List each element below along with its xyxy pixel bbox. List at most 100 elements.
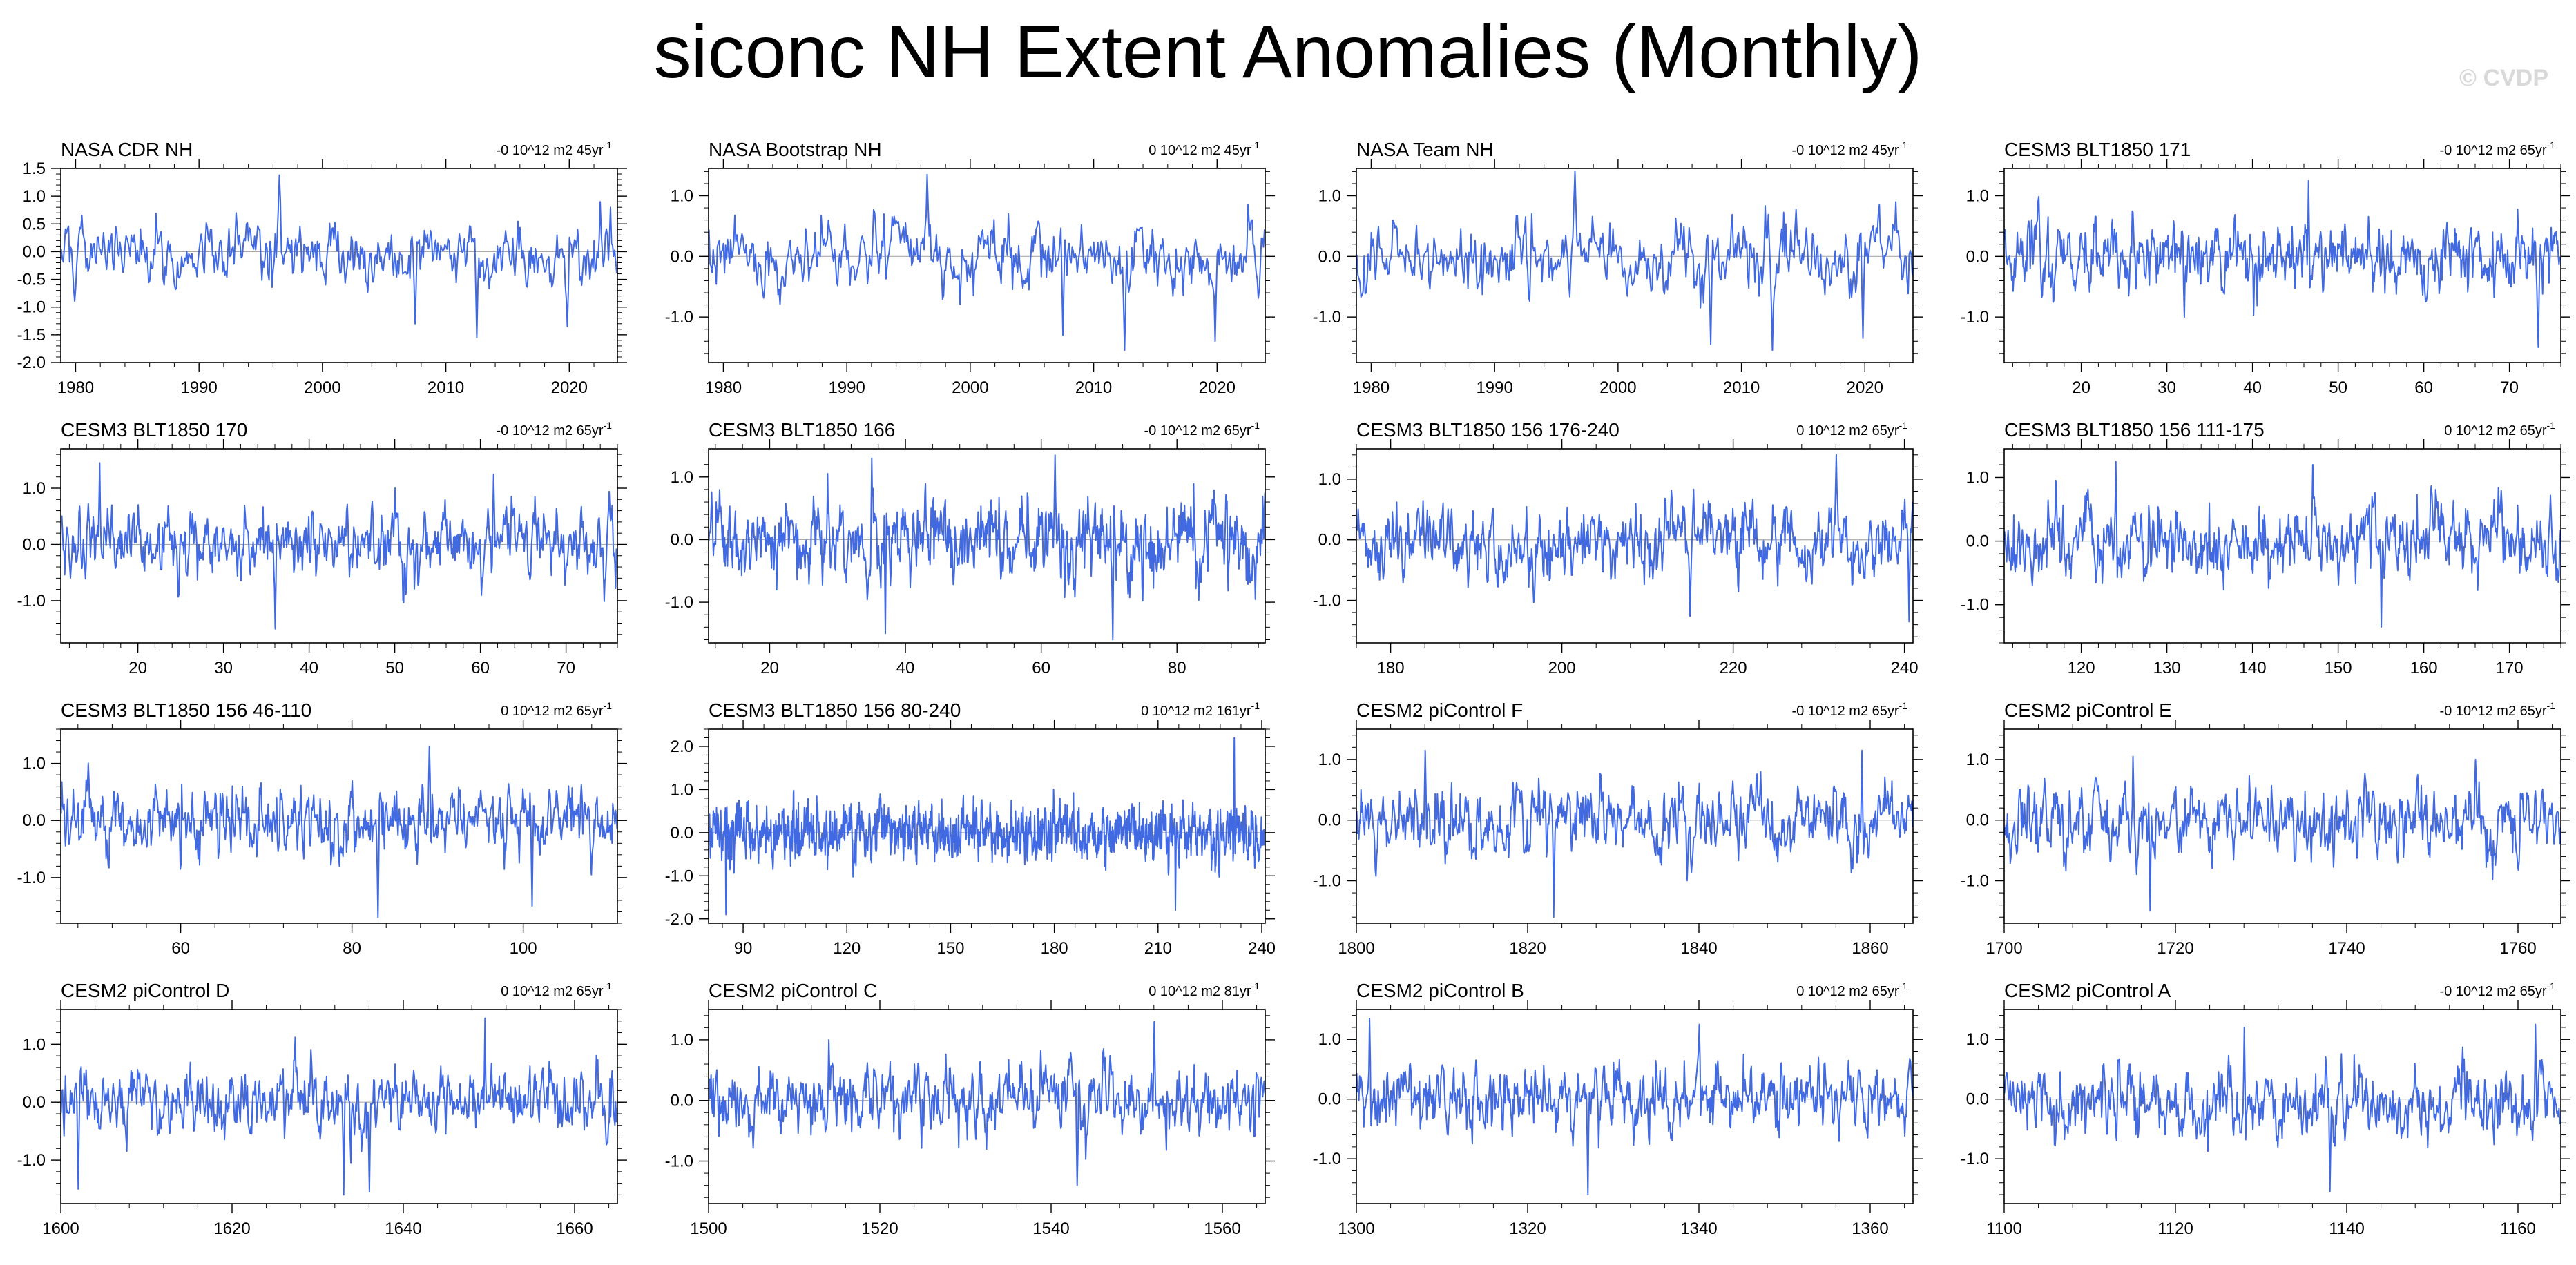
chart-panel: NASA CDR NH -0 10^12 m2 45yr-1 1980 1990 200… — [17, 139, 627, 397]
panel-title: CESM3 BLT1850 156 176-240 — [1356, 419, 1619, 441]
y-tick-label: 1.5 — [23, 160, 46, 178]
y-tick-label: -1.0 — [1313, 592, 1341, 610]
x-tick-label: 1600 — [42, 1219, 79, 1238]
x-tick-label: 60 — [471, 659, 490, 677]
x-tick-label: 1120 — [2157, 1219, 2193, 1238]
plot-frame — [1356, 728, 1914, 924]
x-tick-label: 90 — [734, 939, 753, 958]
x-tick-label: 240 — [1248, 939, 1276, 958]
y-tick-label: 1.0 — [671, 780, 693, 799]
x-tick-label: 150 — [2325, 659, 2352, 677]
x-tick-label: 1760 — [2499, 939, 2536, 958]
x-tick-label: 1540 — [1032, 1219, 1069, 1238]
y-tick-label: -2.0 — [17, 354, 46, 372]
chart-panel: CESM3 BLT1850 171 -0 10^12 m2 65yr-1 20 30 4… — [1961, 139, 2570, 397]
x-tick-label: 180 — [1377, 659, 1405, 677]
plot-frame — [708, 448, 1266, 644]
panel-title: CESM3 BLT1850 156 111-175 — [2004, 419, 2265, 441]
trend-exponent: -1 — [1251, 420, 1260, 431]
trend-label: -0 10^12 m2 65yr-1 — [2440, 700, 2556, 719]
series-line — [708, 737, 1266, 916]
x-tick-label: 30 — [2157, 378, 2176, 397]
x-tick-label: 1980 — [1353, 378, 1390, 397]
trend-exponent: -1 — [1899, 420, 1908, 431]
x-tick-label: 1980 — [705, 378, 742, 397]
x-tick-label: 1160 — [2500, 1219, 2536, 1238]
y-tick-label: -1.5 — [17, 326, 46, 345]
x-tick-label: 50 — [2329, 378, 2347, 397]
trend-exponent: -1 — [2547, 139, 2556, 151]
x-tick-label: 2020 — [1847, 378, 1883, 397]
plot-frame — [60, 448, 618, 644]
trend-exponent: -1 — [1251, 700, 1260, 711]
x-tick-label: 1820 — [1509, 939, 1546, 958]
y-tick-label: 0.0 — [671, 530, 693, 549]
y-tick-label: 0.0 — [1318, 1090, 1341, 1109]
x-tick-label: 1360 — [1852, 1219, 1888, 1238]
y-tick-label: 0.0 — [1966, 247, 1989, 266]
y-tick-label: 0.0 — [1318, 247, 1341, 266]
y-tick-label: 2.0 — [671, 737, 693, 756]
x-tick-label: 1320 — [1509, 1219, 1546, 1238]
chart-panel: CESM3 BLT1850 156 80-240 0 10^12 m2 161yr… — [665, 699, 1276, 958]
x-tick-label: 30 — [214, 659, 233, 677]
x-tick-label: 180 — [1041, 939, 1068, 958]
trend-exponent: -1 — [1899, 700, 1908, 711]
y-tick-label: 1.0 — [671, 1031, 693, 1050]
y-tick-label: -1.0 — [1313, 1150, 1341, 1168]
y-tick-label: 0.0 — [671, 1092, 693, 1110]
x-tick-label: 1640 — [385, 1219, 421, 1238]
y-tick-label: -1.0 — [665, 308, 693, 327]
x-tick-label: 170 — [2496, 659, 2524, 677]
x-tick-label: 210 — [1144, 939, 1172, 958]
x-tick-label: 1980 — [57, 378, 94, 397]
series-line — [1356, 1018, 1914, 1195]
trend-exponent: -1 — [604, 981, 613, 992]
y-tick-label: -1.0 — [17, 1151, 46, 1170]
trend-exponent: -1 — [1251, 981, 1260, 992]
y-tick-label: 0.5 — [23, 215, 46, 233]
series-line — [708, 1021, 1266, 1186]
x-tick-label: 60 — [171, 939, 190, 958]
x-tick-label: 220 — [1720, 659, 1747, 677]
y-tick-label: 0.0 — [23, 242, 46, 261]
series-line — [2003, 461, 2561, 628]
x-tick-label: 2000 — [1599, 378, 1636, 397]
x-tick-label: 2020 — [1199, 378, 1236, 397]
x-tick-label: 2020 — [551, 378, 588, 397]
plot-frame — [2003, 168, 2561, 363]
y-tick-label: -1.0 — [1961, 872, 1989, 891]
x-tick-label: 40 — [2243, 378, 2262, 397]
x-tick-label: 1520 — [861, 1219, 898, 1238]
y-tick-label: -1.0 — [1961, 596, 1989, 615]
trend-exponent: -1 — [2547, 981, 2556, 992]
plot-frame — [2003, 728, 2561, 924]
y-tick-label: 1.0 — [1966, 1030, 1989, 1049]
plot-frame — [60, 1009, 618, 1204]
trend-label: 0 10^12 m2 161yr-1 — [1141, 700, 1260, 719]
y-tick-label: -1.0 — [17, 592, 46, 610]
y-tick-label: -1.0 — [1961, 1150, 1989, 1168]
series-line — [1356, 171, 1913, 351]
panel-title: CESM2 piControl B — [1356, 980, 1524, 1001]
series-line — [1356, 454, 1914, 623]
trend-exponent: -1 — [2547, 700, 2556, 711]
plot-frame — [1356, 1009, 1914, 1204]
panel-title: CESM2 piControl C — [709, 980, 877, 1001]
x-tick-label: 20 — [760, 659, 779, 677]
plot-frame — [1356, 168, 1914, 363]
panel-title: CESM3 BLT1850 156 80-240 — [709, 699, 961, 721]
series-line — [1356, 749, 1914, 918]
x-tick-label: 1660 — [556, 1219, 593, 1238]
chart-panel: CESM3 BLT1850 156 46-110 0 10^12 m2 65yr-… — [17, 699, 627, 958]
x-tick-label: 2010 — [1723, 378, 1760, 397]
y-tick-label: 0.0 — [1966, 1090, 1989, 1109]
series-line — [60, 1017, 618, 1196]
y-tick-label: -1.0 — [17, 298, 46, 317]
panel-title: CESM2 piControl A — [2004, 980, 2171, 1001]
plot-frame — [60, 168, 618, 363]
plot-frame — [708, 728, 1266, 924]
panel-title: CESM3 BLT1850 170 — [61, 419, 247, 441]
chart-panel: CESM3 BLT1850 170 -0 10^12 m2 65yr-1 20 30 4… — [17, 419, 627, 677]
x-tick-label: 2000 — [952, 378, 988, 397]
